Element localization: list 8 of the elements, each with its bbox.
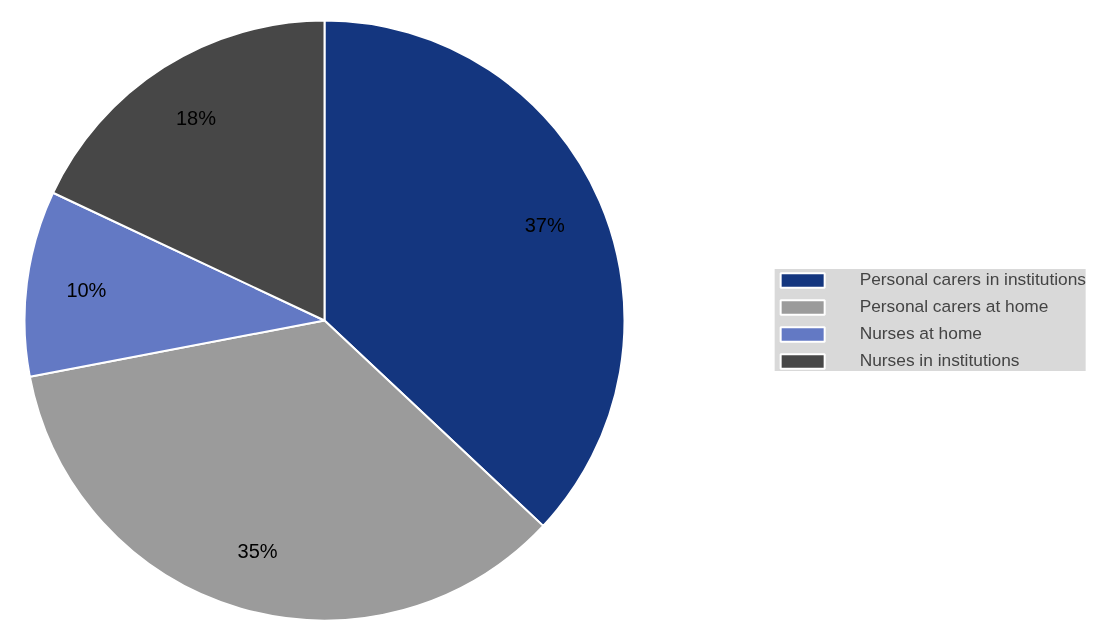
data-label: 37% [524,214,565,237]
legend-label: Nurses in institutions [859,350,1020,371]
data-label: 35% [237,539,278,562]
legend-label: Nurses at home [859,323,982,344]
data-label: 18% [175,106,217,129]
legend-label: Personal carers at home [859,296,1049,317]
data-label: 10% [66,279,107,302]
legend-label: Personal carers in institutions [859,269,1086,290]
